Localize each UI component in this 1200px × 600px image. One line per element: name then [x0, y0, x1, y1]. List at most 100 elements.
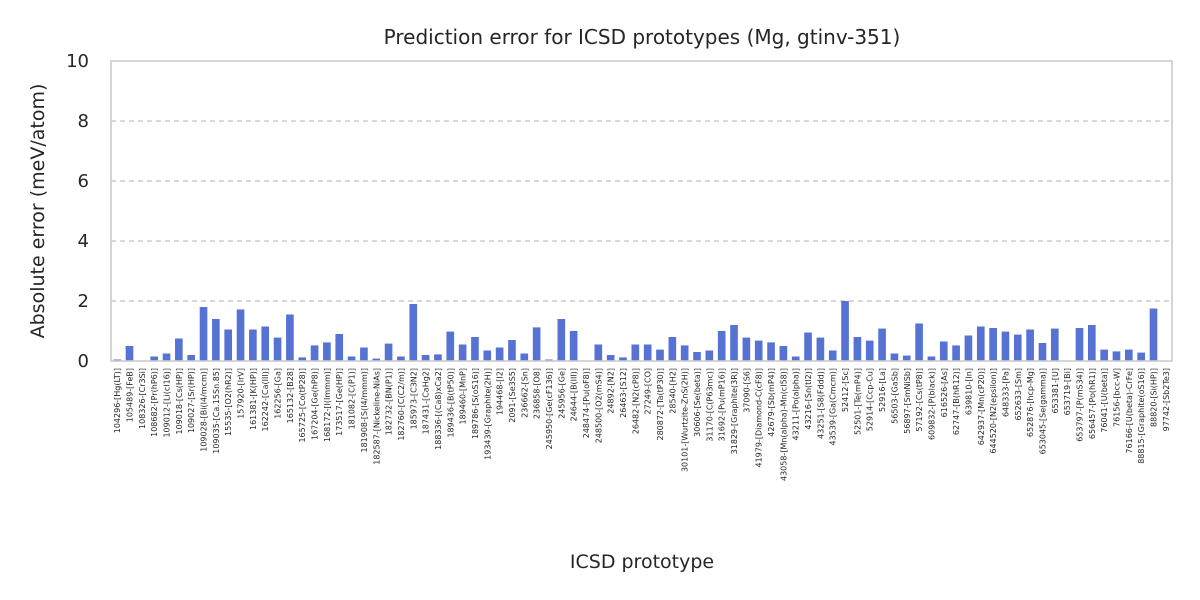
- x-tick-label: 24644-[B(III)]: [570, 368, 579, 421]
- x-tick-label: 609832-[P(black)]: [927, 368, 936, 440]
- x-tick-label: 108682-[Pr(hP6)]: [150, 368, 159, 437]
- bar: [520, 353, 529, 361]
- x-tick-label: 236662-[Sn]: [520, 368, 529, 418]
- x-tick-label: 653045-[Se(gamma)]: [1038, 368, 1047, 454]
- x-tick-label: 181908-[S(I4/mmm)]: [360, 368, 369, 453]
- bar: [261, 326, 270, 361]
- x-axis-label: ICSD prototype: [570, 551, 714, 573]
- bar: [249, 329, 257, 361]
- bar: [224, 329, 233, 361]
- bar: [1149, 308, 1158, 361]
- bar: [767, 342, 775, 361]
- x-tick-label: 162256-[Ga]: [274, 368, 283, 419]
- bar: [199, 307, 208, 361]
- x-tick-label: 76166-[U(beta)-CrFe]: [1125, 368, 1134, 454]
- bar: [495, 347, 504, 361]
- x-tick-label: 248474-[Pu(oF8)]: [582, 368, 591, 438]
- bar: [816, 337, 825, 361]
- x-tick-label: 52916-[La]: [878, 368, 887, 412]
- gridlines: [111, 120, 1172, 302]
- bar: [212, 319, 220, 361]
- bar: [964, 335, 973, 361]
- x-tick-label: 15535-[O2(hR2)]: [224, 368, 233, 436]
- x-tick-label: 187431-[CaHg2]: [422, 368, 431, 434]
- bar: [236, 309, 245, 361]
- bar: [989, 328, 997, 361]
- bar: [680, 345, 689, 361]
- x-tick-label: 168172-[I(Immm)]: [323, 368, 332, 442]
- x-tick-label: 27249-[CO]: [644, 368, 653, 414]
- x-tick-label: 52501-[Te(mP4)]: [853, 368, 862, 435]
- bar: [705, 350, 714, 361]
- bar: [668, 337, 677, 361]
- x-tick-label: 104296-[Hg(LT)]: [113, 368, 122, 433]
- bar: [693, 352, 701, 361]
- x-tick-label: 245950-[Ge(cF136)]: [545, 368, 554, 449]
- bar: [310, 345, 319, 361]
- bar: [631, 344, 640, 361]
- x-tick-label: 236858-[O8]: [533, 368, 542, 419]
- x-tick-label: 182760-[C(C2/m)]: [397, 368, 406, 441]
- bar: [779, 346, 788, 361]
- x-tick-label: 280872-[Ta(tP30)]: [656, 368, 665, 441]
- bar: [446, 331, 455, 361]
- x-tick-label: 43216-[Sn(tI2)]: [804, 368, 813, 430]
- bar: [434, 354, 442, 361]
- y-tick-label: 2: [78, 291, 89, 312]
- x-tick-label: 2091-[Se3S5]: [508, 368, 517, 423]
- bar: [569, 331, 578, 361]
- x-tick-label: 642937-[Mn(cP20)]: [977, 368, 986, 445]
- x-tick-label: 616526-[As]: [940, 368, 949, 417]
- x-tick-label: 43251-[S8(Fddd)]: [816, 368, 825, 439]
- y-tick-label: 4: [78, 231, 89, 252]
- x-tick-label: 30606-[Se(beta)]: [693, 368, 702, 437]
- bar: [1137, 352, 1145, 361]
- bar: [421, 355, 430, 361]
- x-tick-label: 189786-[S(oS16)]: [471, 368, 480, 439]
- bar: [915, 323, 923, 361]
- bar: [828, 350, 837, 361]
- x-tick-label: 653719-[Bi]: [1063, 368, 1072, 415]
- x-tick-label: 24892-[N2]: [607, 368, 616, 414]
- x-tick-label: 76156-[bcc-W]: [1112, 368, 1121, 427]
- x-tick-label: 56503-[GaSb]: [890, 368, 899, 424]
- x-axis-ticks: 104296-[Hg(LT)] 105489-[FeB] 108326-[Cr3Si…: [113, 368, 1171, 481]
- bar: [508, 340, 516, 361]
- y-tick-label: 0: [78, 351, 89, 372]
- x-tick-label: 62747-[B(hR12)]: [952, 368, 961, 435]
- x-tick-label: 30101-[Wurtzite-ZnS(2H)]: [681, 368, 690, 472]
- x-tick-label: 245956-[Ge]: [557, 368, 566, 419]
- x-tick-label: 76041-[U(beta)]: [1100, 368, 1109, 433]
- x-tick-label: 57192-[Cs(tP8)]: [915, 368, 924, 432]
- x-tick-label: 109012-[Li(cI16)]: [163, 368, 172, 438]
- bar: [804, 332, 812, 361]
- bar: [619, 357, 627, 361]
- bar: [594, 344, 603, 361]
- x-tick-label: 26463-[S12]: [619, 368, 628, 418]
- x-tick-label: 189436-[B(tP50)]: [446, 368, 455, 438]
- bar: [347, 356, 356, 361]
- y-tick-label: 6: [78, 171, 89, 192]
- y-tick-label: 8: [78, 111, 89, 132]
- bar: [927, 356, 936, 361]
- bar: [397, 356, 405, 361]
- x-tick-label: 109027-[Sr(HP)]: [187, 368, 196, 433]
- x-tick-label: 189460-[MnP]: [459, 368, 468, 424]
- x-tick-label: 41979-[Diamond-C(cF8)]: [755, 368, 764, 468]
- y-axis-label: Absolute error (meV/atom): [27, 84, 49, 339]
- x-tick-label: 167204-[Ge(hP8)]: [311, 368, 320, 440]
- x-tick-label: 161381-[K(HP)]: [249, 368, 258, 430]
- bar: [1100, 349, 1108, 361]
- bar: [1001, 331, 1010, 361]
- bar: [841, 301, 849, 361]
- bar: [162, 353, 171, 361]
- bar: [409, 304, 418, 361]
- x-tick-label: 165725-[Co(tP28)]: [298, 368, 307, 443]
- x-tick-label: 182732-[BN(P1)]: [385, 368, 394, 435]
- bar: [1087, 325, 1096, 361]
- x-tick-label: 165132-[B28]: [286, 368, 295, 423]
- bar: [471, 337, 479, 361]
- x-tick-label: 97742-[Sb2Te3]: [1162, 368, 1171, 431]
- x-tick-label: 52914-[Ccp-Cu]: [866, 368, 875, 431]
